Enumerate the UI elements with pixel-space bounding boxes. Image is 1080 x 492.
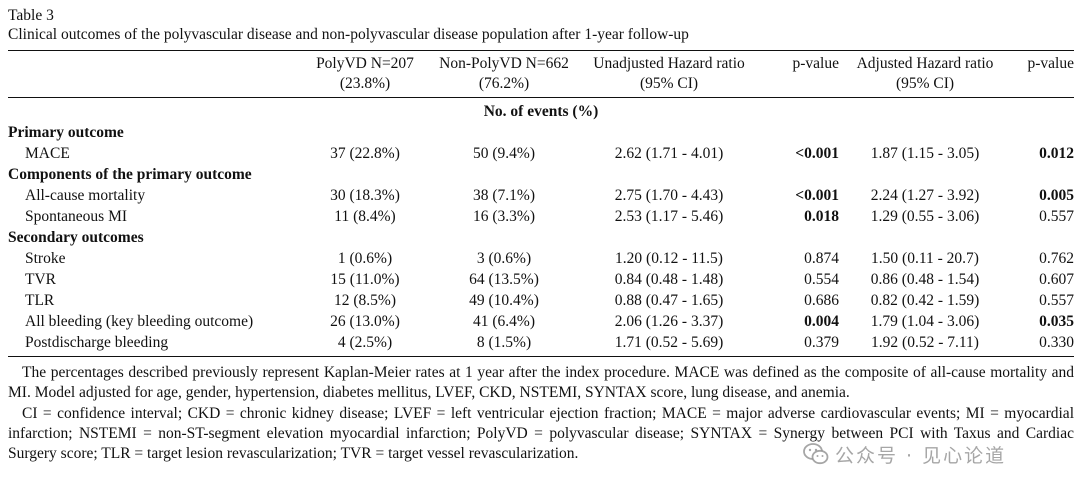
unadjusted-hr-cell: 0.88 (0.47 - 1.65) xyxy=(614,292,724,309)
header-cell xyxy=(8,74,299,98)
adjusted-p-value-cell: 0.762 xyxy=(1039,250,1074,267)
watermark-text: 公众号 · 见心论道 xyxy=(835,444,1007,467)
outcomes-table: PolyVD N=207 Non-PolyVD N=662 Unadjusted… xyxy=(8,50,1074,357)
nonpolyvd-cell: 16 (3.3%) xyxy=(473,208,535,225)
header-cell: Non-PolyVD N=662 xyxy=(431,50,577,74)
adjusted-p-value-cell: 0.557 xyxy=(1039,292,1074,309)
unadjusted-hr-cell: 2.62 (1.71 - 4.01) xyxy=(614,145,724,162)
header-cell: Unadjusted Hazard ratio xyxy=(577,50,761,74)
p-value-cell: 0.686 xyxy=(804,292,839,309)
outcome-label: Postdischarge bleeding xyxy=(8,332,299,357)
polyvd-cell: 26 (13.0%) xyxy=(330,313,400,330)
outcome-label: Spontaneous MI xyxy=(25,208,128,225)
nonpolyvd-cell: 49 (10.4%) xyxy=(469,292,539,309)
table-label: Table 3 xyxy=(8,7,54,24)
section-row: Primary outcome xyxy=(8,122,1074,143)
header-cell xyxy=(1003,74,1074,98)
header-cell: p-value xyxy=(761,50,847,74)
section-title: Secondary outcomes xyxy=(8,229,144,246)
outcome-label: All-cause mortality xyxy=(25,187,146,204)
polyvd-cell: 15 (11.0%) xyxy=(330,271,400,288)
adjusted-hr-cell: 1.87 (1.15 - 3.05) xyxy=(870,145,980,162)
section-row: Components of the primary outcome xyxy=(8,164,1074,185)
adjusted-hr-cell: 1.92 (0.52 - 7.11) xyxy=(847,332,1003,357)
adjusted-p-value-cell: 0.012 xyxy=(1039,145,1074,162)
adjusted-hr-cell: 1.50 (0.11 - 20.7) xyxy=(871,250,979,267)
p-value-cell: 0.379 xyxy=(761,332,847,357)
p-value-cell: 0.004 xyxy=(804,313,839,330)
table-row: Stroke 1 (0.6%) 3 (0.6%) 1.20 (0.12 - 11… xyxy=(8,248,1074,269)
table-caption: Clinical outcomes of the polyvascular di… xyxy=(8,26,689,43)
adjusted-hr-cell: 2.24 (1.27 - 3.92) xyxy=(870,187,980,204)
table-row: All bleeding (key bleeding outcome) 26 (… xyxy=(8,311,1074,332)
wechat-icon xyxy=(803,443,829,465)
adjusted-hr-cell: 1.79 (1.04 - 3.06) xyxy=(870,313,980,330)
unadjusted-hr-cell: 2.53 (1.17 - 5.46) xyxy=(614,208,724,225)
adjusted-p-value-cell: 0.330 xyxy=(1003,332,1074,357)
nonpolyvd-cell: 41 (6.4%) xyxy=(473,313,535,330)
polyvd-cell: 11 (8.4%) xyxy=(334,208,396,225)
outcome-label: TVR xyxy=(25,271,56,288)
outcome-label: TLR xyxy=(25,292,55,309)
table-row: TVR 15 (11.0%) 64 (13.5%) 0.84 (0.48 - 1… xyxy=(8,269,1074,290)
outcome-label: MACE xyxy=(25,145,70,162)
polyvd-cell: 1 (0.6%) xyxy=(337,250,393,267)
table-row: All-cause mortality 30 (18.3%) 38 (7.1%)… xyxy=(8,185,1074,206)
unadjusted-hr-cell: 2.75 (1.70 - 4.43) xyxy=(614,187,724,204)
section-title: Components of the primary outcome xyxy=(8,166,252,183)
header-cell: Adjusted Hazard ratio xyxy=(847,50,1003,74)
polyvd-cell: 4 (2.5%) xyxy=(299,332,431,357)
document-page: Table 3 Clinical outcomes of the polyvas… xyxy=(8,6,1074,465)
section-title: Primary outcome xyxy=(8,124,124,141)
header-cell: (23.8%) xyxy=(299,74,431,98)
table-row: TLR 12 (8.5%) 49 (10.4%) 0.88 (0.47 - 1.… xyxy=(8,290,1074,311)
abbreviations-footnote: CI = confidence interval; CKD = chronic … xyxy=(8,405,1074,462)
adjusted-p-value-cell: 0.557 xyxy=(1039,208,1074,225)
table-row: Spontaneous MI 11 (8.4%) 16 (3.3%) 2.53 … xyxy=(8,206,1074,227)
header-row-1: PolyVD N=207 Non-PolyVD N=662 Unadjusted… xyxy=(8,50,1074,74)
section-row: Secondary outcomes xyxy=(8,227,1074,248)
polyvd-cell: 37 (22.8%) xyxy=(330,145,400,162)
p-value-cell: 0.874 xyxy=(804,250,839,267)
header-cell: PolyVD N=207 xyxy=(299,50,431,74)
header-cell: (76.2%) xyxy=(431,74,577,98)
header-row-2: (23.8%) (76.2%) (95% CI) (95% CI) xyxy=(8,74,1074,98)
unadjusted-hr-cell: 1.71 (0.52 - 5.69) xyxy=(577,332,761,357)
header-cell: p-value xyxy=(1003,50,1074,74)
header-cell xyxy=(761,74,847,98)
nonpolyvd-cell: 8 (1.5%) xyxy=(431,332,577,357)
adjusted-hr-cell: 0.82 (0.42 - 1.59) xyxy=(870,292,980,309)
adjusted-hr-cell: 0.86 (0.48 - 1.54) xyxy=(870,271,980,288)
nonpolyvd-cell: 64 (13.5%) xyxy=(469,271,539,288)
outcome-label: Stroke xyxy=(25,250,66,267)
p-value-cell: 0.018 xyxy=(804,208,839,225)
adjusted-p-value-cell: 0.035 xyxy=(1039,313,1074,330)
table-row: MACE 37 (22.8%) 50 (9.4%) 2.62 (1.71 - 4… xyxy=(8,143,1074,164)
adjusted-p-value-cell: 0.607 xyxy=(1039,271,1074,288)
footnote: The percentages described previously rep… xyxy=(8,364,1074,401)
events-header-row: No. of events (%) xyxy=(8,98,1074,123)
header-cell xyxy=(8,50,299,74)
unadjusted-hr-cell: 2.06 (1.26 - 3.37) xyxy=(614,313,724,330)
polyvd-cell: 12 (8.5%) xyxy=(334,292,396,309)
events-header: No. of events (%) xyxy=(483,103,599,120)
nonpolyvd-cell: 50 (9.4%) xyxy=(473,145,535,162)
nonpolyvd-cell: 38 (7.1%) xyxy=(473,187,535,204)
unadjusted-hr-cell: 1.20 (0.12 - 11.5) xyxy=(615,250,723,267)
polyvd-cell: 30 (18.3%) xyxy=(330,187,400,204)
table-row: Postdischarge bleeding 4 (2.5%) 8 (1.5%)… xyxy=(8,332,1074,357)
header-cell: (95% CI) xyxy=(847,74,1003,98)
unadjusted-hr-cell: 0.84 (0.48 - 1.48) xyxy=(614,271,724,288)
nonpolyvd-cell: 3 (0.6%) xyxy=(476,250,532,267)
header-cell: (95% CI) xyxy=(577,74,761,98)
p-value-cell: 0.554 xyxy=(804,271,839,288)
p-value-cell: <0.001 xyxy=(795,187,839,204)
adjusted-hr-cell: 1.29 (0.55 - 3.06) xyxy=(870,208,980,225)
adjusted-p-value-cell: 0.005 xyxy=(1039,187,1074,204)
outcome-label: All bleeding (key bleeding outcome) xyxy=(25,313,254,330)
p-value-cell: <0.001 xyxy=(795,145,839,162)
watermark: 公众号 · 见心论道 xyxy=(803,440,1006,468)
table-notes: The percentages described previously rep… xyxy=(8,363,1074,464)
